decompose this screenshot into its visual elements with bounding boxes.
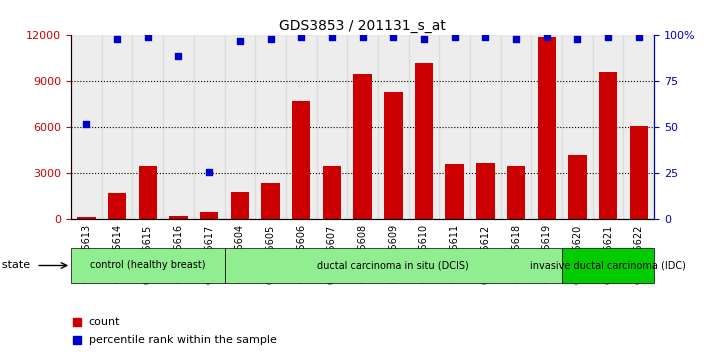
Bar [132,35,163,219]
Text: percentile rank within the sample: percentile rank within the sample [89,335,277,345]
Bar [562,35,593,219]
Bar [384,92,402,219]
Bar [538,37,556,219]
Bar [593,35,624,219]
Bar [169,216,188,219]
Point [541,34,552,40]
Bar [230,192,249,219]
Point [449,34,460,40]
Bar [415,63,433,219]
Point [572,36,583,42]
Bar [507,166,525,219]
Bar [470,35,501,219]
Bar [531,35,562,219]
Point [265,36,277,42]
Bar [139,166,157,219]
Point [633,34,644,40]
FancyBboxPatch shape [562,248,654,283]
Text: invasive ductal carcinoma (IDC): invasive ductal carcinoma (IDC) [530,261,686,270]
Bar [439,35,470,219]
Bar [568,155,587,219]
Bar [286,35,316,219]
Bar [102,35,132,219]
Title: GDS3853 / 201131_s_at: GDS3853 / 201131_s_at [279,19,446,33]
Text: disease state: disease state [0,261,31,270]
Bar [316,35,347,219]
Point [480,34,491,40]
Point [203,169,215,175]
Point [418,36,429,42]
Bar [629,126,648,219]
Bar [225,35,255,219]
Bar [323,166,341,219]
Bar [255,35,286,219]
Bar [71,35,102,219]
Point [602,34,614,40]
Bar [194,35,225,219]
Bar [200,212,218,219]
Bar [378,35,409,219]
Bar [163,35,194,219]
Point [234,38,245,44]
Point [510,36,522,42]
Bar [77,217,96,219]
Text: count: count [89,317,120,327]
Bar [446,164,464,219]
Bar [501,35,531,219]
Point [81,121,92,127]
Bar [347,35,378,219]
Text: ductal carcinoma in situ (DCIS): ductal carcinoma in situ (DCIS) [317,261,469,270]
Bar [476,163,495,219]
Point [387,34,399,40]
FancyBboxPatch shape [225,248,562,283]
Text: control (healthy breast): control (healthy breast) [90,261,205,270]
Bar [599,72,617,219]
Point [296,34,307,40]
Bar [409,35,439,219]
Bar [108,193,127,219]
Point [326,34,338,40]
FancyBboxPatch shape [71,248,225,283]
Bar [292,101,311,219]
Bar [353,74,372,219]
Point [357,34,368,40]
Bar [262,183,279,219]
Point [112,36,123,42]
Bar [624,35,654,219]
Point [173,53,184,58]
Point [142,34,154,40]
